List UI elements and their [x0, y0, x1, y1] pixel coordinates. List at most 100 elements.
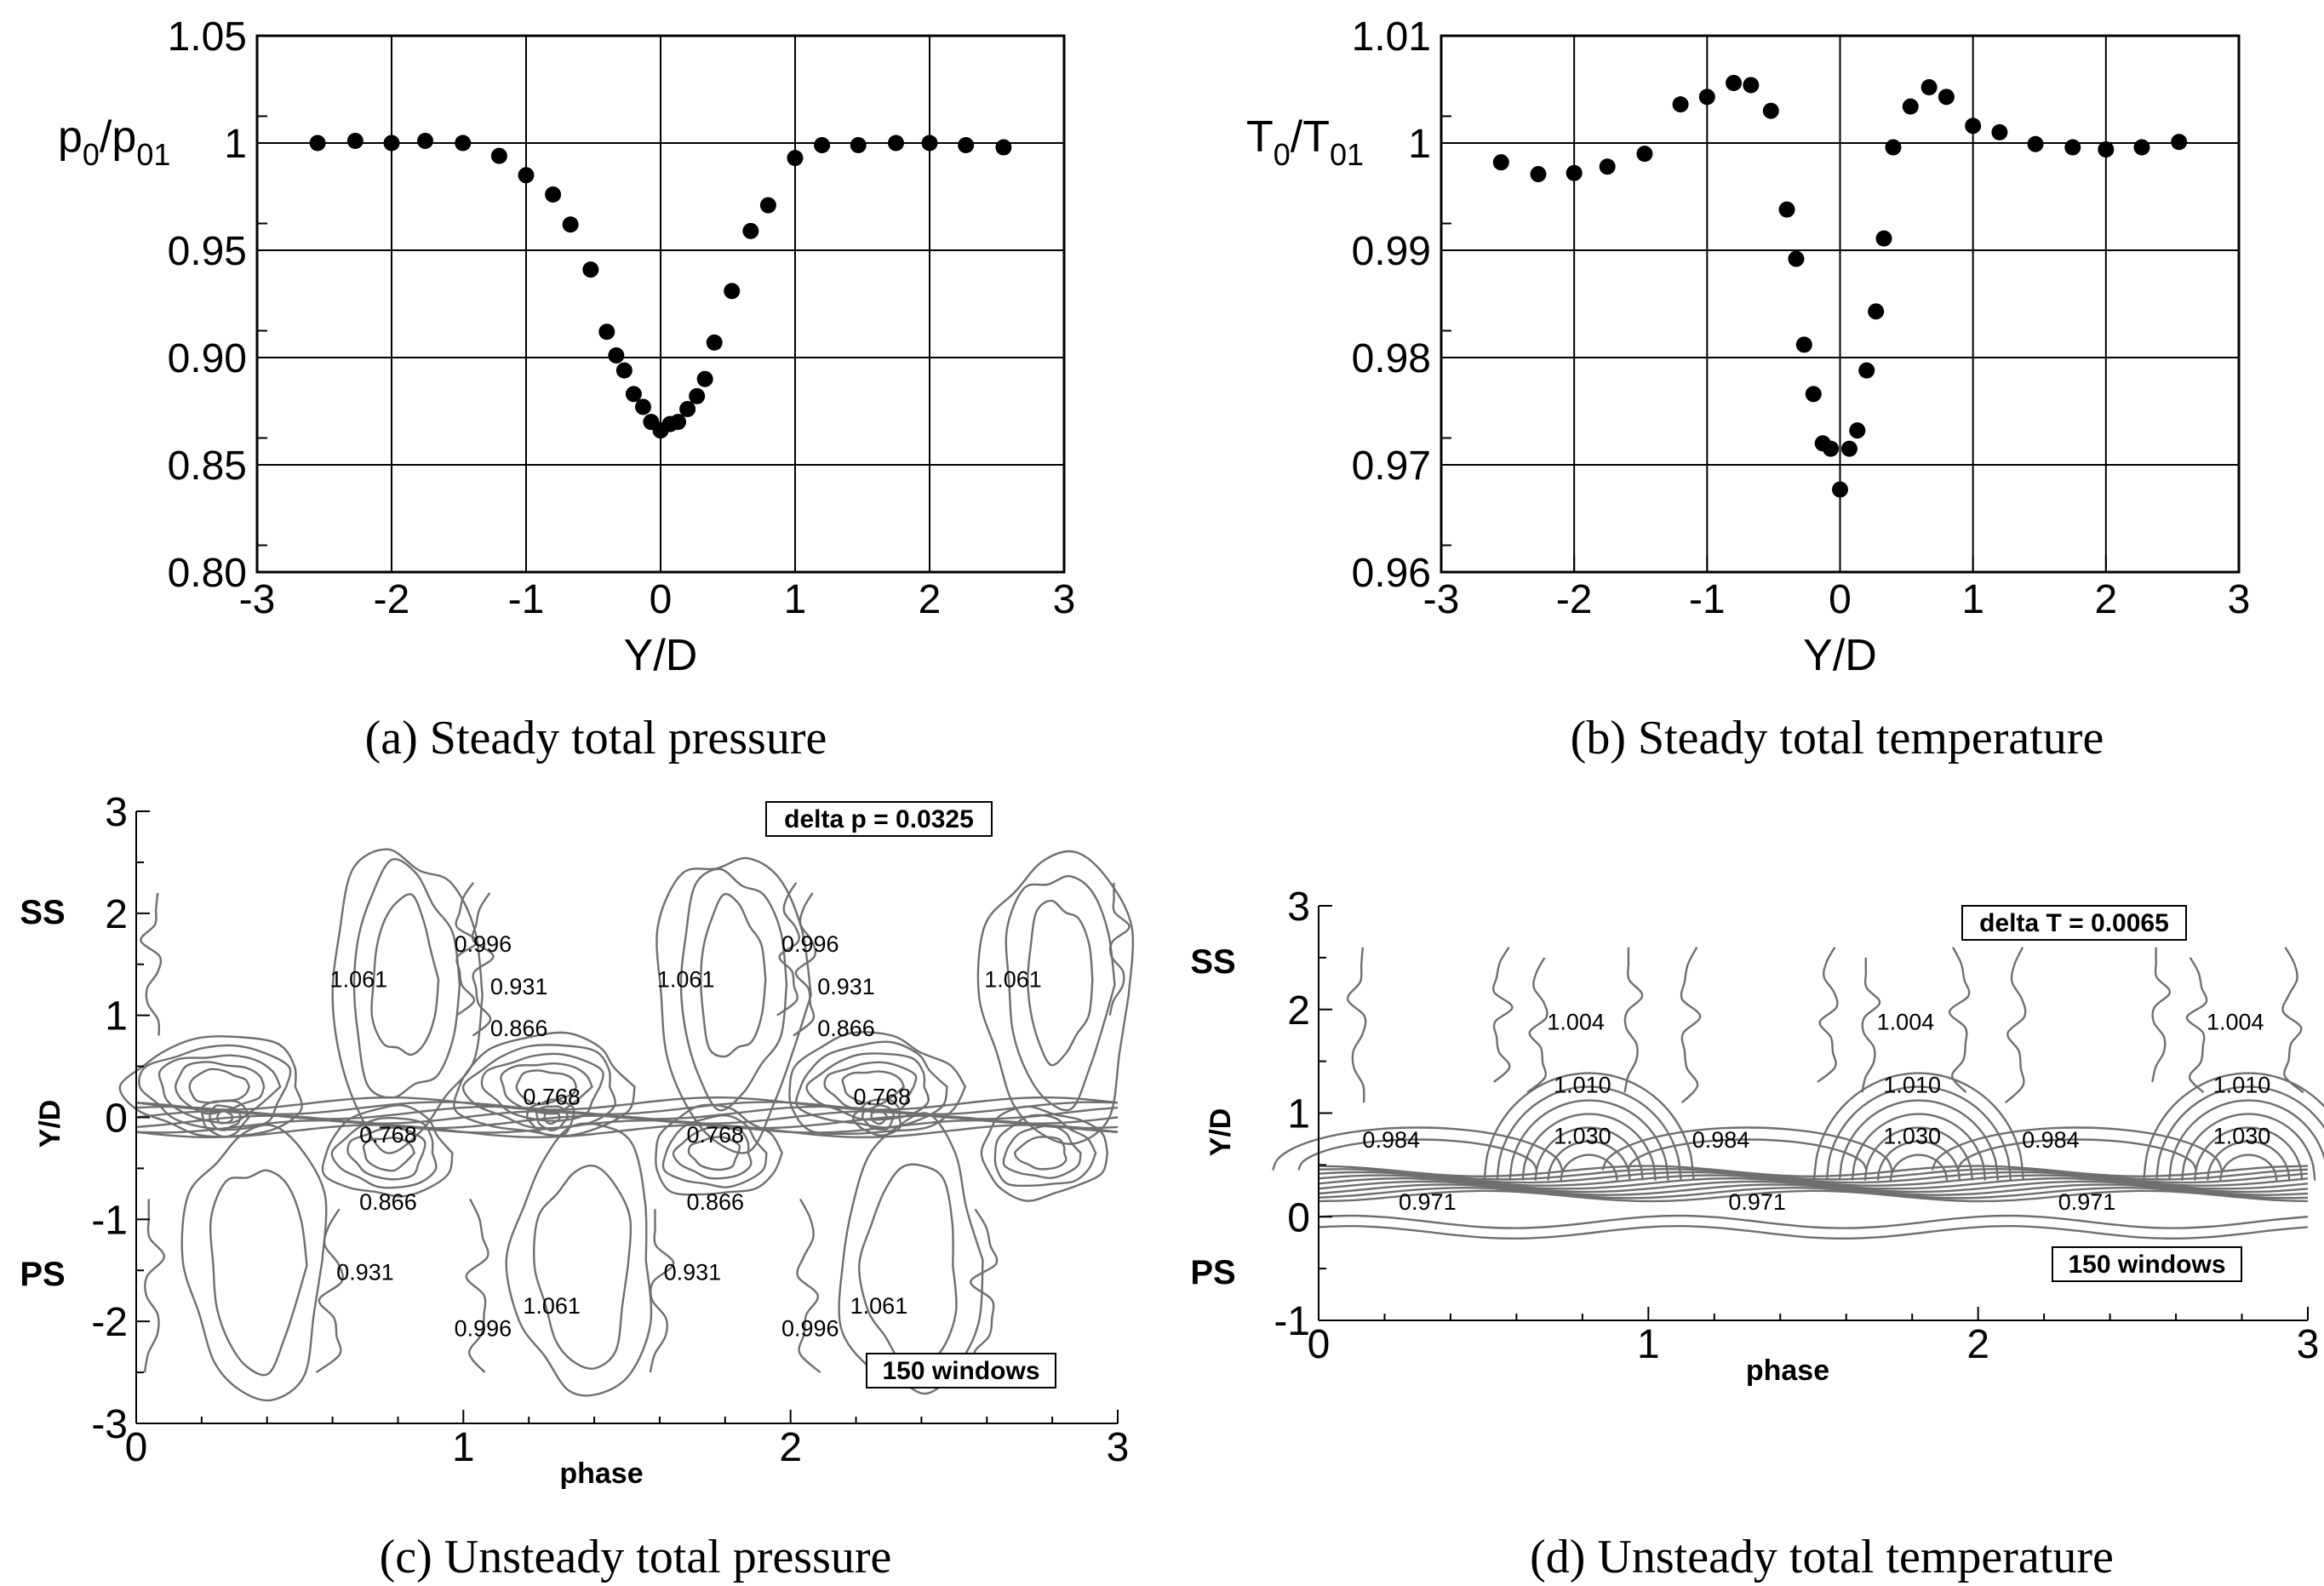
contour-label: 1.030	[1883, 1123, 1941, 1148]
y-tick-label: 1.01	[1352, 14, 1431, 60]
y-tick-label: 0	[105, 1096, 128, 1142]
data-point	[670, 414, 687, 431]
contour-line	[1318, 1165, 2309, 1178]
contour-label: 1.010	[1554, 1073, 1611, 1098]
x-tick-label: -1	[1689, 577, 1726, 622]
contour-line	[1680, 947, 1702, 1104]
contour-line	[1108, 882, 1131, 1016]
contour-line	[453, 1031, 636, 1137]
contour-label: 0.996	[781, 931, 839, 957]
y-axis-label-mid: /p	[100, 112, 136, 162]
contour-line	[1346, 947, 1367, 1103]
contour-line	[533, 1165, 633, 1370]
contour-line	[1002, 1124, 1082, 1180]
contour-line	[1931, 1126, 2224, 1171]
x-tick-label: 3	[2228, 577, 2251, 622]
contour-line	[135, 1101, 1119, 1116]
y-axis-label-base: p	[58, 112, 83, 162]
contour-line	[500, 1062, 593, 1115]
contour-label: 0.984	[1362, 1127, 1420, 1153]
contour-line	[1318, 1189, 2309, 1203]
data-point	[2098, 141, 2115, 158]
delta-annotation-box	[765, 801, 993, 837]
contour-line	[655, 1103, 784, 1196]
contour-line	[1863, 1126, 1974, 1181]
contour-line	[1627, 1138, 1868, 1171]
contour-line	[455, 882, 478, 1016]
contour-label: 0.984	[1692, 1127, 1750, 1153]
contour-label: 0.866	[359, 1189, 417, 1215]
contour-label: 0.996	[455, 931, 512, 957]
x-tick-label: 0	[1308, 1322, 1331, 1367]
contour-label: 0.971	[1399, 1189, 1457, 1215]
data-point	[1566, 164, 1583, 181]
contour-line	[2155, 1085, 2324, 1181]
contour-label: 0.768	[359, 1122, 417, 1148]
y-axis-label-base: T	[1246, 112, 1274, 162]
x-axis-label: phase	[559, 1457, 643, 1490]
contour-line	[315, 1208, 344, 1374]
contour-label: 0.768	[853, 1085, 911, 1110]
data-point	[1991, 123, 2008, 140]
contour-line	[2004, 947, 2027, 1104]
x-tick-label: -2	[1556, 577, 1593, 622]
contour-line	[793, 892, 817, 1037]
contour-line	[1318, 1168, 2309, 1181]
x-axis-label: Y/D	[624, 631, 698, 680]
contour-line	[970, 1208, 999, 1374]
data-point	[696, 370, 713, 387]
y-tick-label: 3	[105, 790, 128, 835]
data-point	[1788, 250, 1805, 267]
data-point	[1492, 154, 1509, 171]
data-point	[814, 137, 831, 154]
y-tick-label: 1	[224, 122, 247, 167]
x-tick-label: 2	[1966, 1322, 1989, 1367]
contour-line	[471, 892, 495, 1037]
contour-line	[1526, 957, 1548, 1094]
data-point	[888, 135, 904, 152]
windows-annotation-text: 150 windows	[2068, 1251, 2225, 1279]
contour-label: 0.768	[686, 1122, 744, 1148]
y-axis-label-mid: /T	[1291, 112, 1330, 162]
contour-label: 0.866	[686, 1189, 744, 1215]
x-tick-label: 0	[125, 1425, 148, 1470]
contour-line	[135, 1096, 1119, 1111]
contour-line	[980, 1105, 1109, 1202]
x-tick-label: 1	[784, 577, 807, 622]
contour-line	[1534, 1126, 1644, 1181]
data-point	[1530, 166, 1547, 183]
contour-line	[118, 1035, 303, 1138]
y-axis-label-sub2: 01	[1330, 137, 1364, 172]
contour-line	[1492, 947, 1514, 1083]
contour-line	[370, 893, 440, 1056]
data-point	[2064, 139, 2081, 156]
x-tick-label: 2	[2094, 577, 2117, 622]
contour-line	[1272, 1126, 1564, 1171]
y-tick-label: 0.80	[168, 551, 247, 596]
delta-annotation-box	[1961, 905, 2187, 941]
contour-line	[209, 1104, 242, 1131]
contour-label: 1.061	[523, 1293, 581, 1319]
data-point	[634, 398, 651, 415]
contour-line	[352, 857, 461, 1099]
data-point	[1599, 158, 1616, 175]
data-point	[2171, 134, 2188, 151]
contour-line	[1956, 1138, 2198, 1171]
data-point	[615, 362, 633, 379]
contour-line	[362, 1137, 416, 1172]
panel-a-steady-total-pressure: -3 -2 -1 0 1 2 30.800.850.900.9511.05Y/Dp0/p01…	[58, 14, 1075, 764]
suction-side-label: SS	[1190, 943, 1235, 981]
data-point	[724, 283, 741, 300]
data-point	[346, 132, 363, 149]
contour-line	[2143, 1072, 2324, 1181]
data-point	[1672, 96, 1689, 113]
contour-line	[140, 892, 163, 1036]
pressure-side-label: PS	[1190, 1254, 1235, 1291]
contour-label: 1.061	[850, 1293, 908, 1319]
contour-label: 1.004	[1547, 1009, 1605, 1034]
contour-line	[776, 882, 800, 1016]
windows-annotation-box	[866, 1353, 1056, 1388]
data-point	[742, 222, 759, 239]
data-point	[1743, 77, 1760, 94]
data-point	[1902, 98, 1919, 115]
